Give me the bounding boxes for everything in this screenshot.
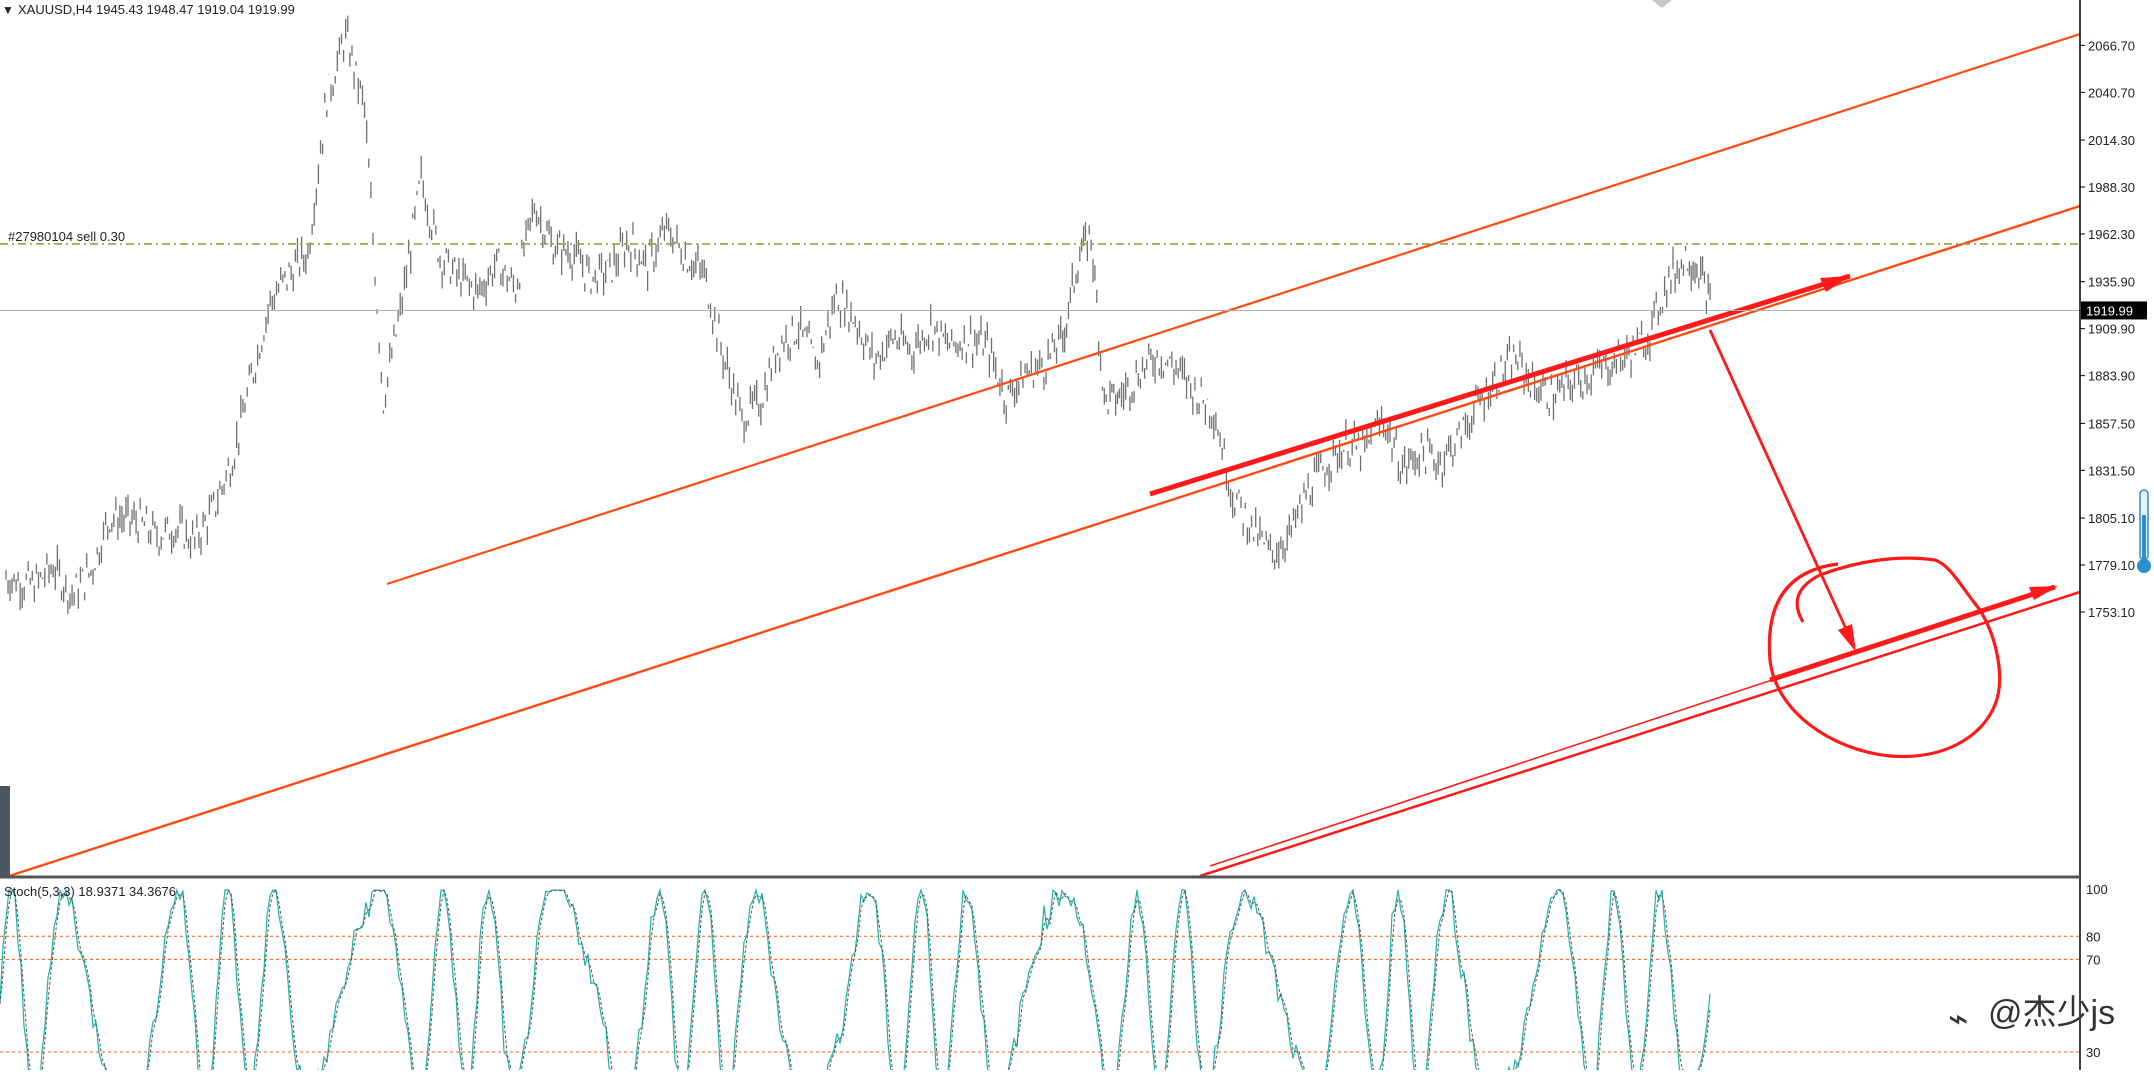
stochastic-label: Stoch(5,3,3) 18.9371 34.3676	[4, 884, 176, 899]
price-tick-label: 1857.50	[2088, 416, 2135, 431]
price-tick-label: 1805.10	[2088, 511, 2135, 526]
stoch-signal-line	[0, 888, 1711, 1075]
watermark-text: @杰少js	[1988, 994, 2115, 1032]
down-arrow-line[interactable]	[1708, 329, 1854, 643]
bold-resistance-arrow[interactable]	[1149, 273, 1851, 497]
price-tick-label: 1909.90	[2088, 322, 2135, 337]
bold-arrow-head	[1820, 276, 1850, 292]
current-price-tag	[2081, 301, 2147, 320]
left-edge-gadget[interactable]	[0, 786, 10, 876]
price-tick-label: 2014.30	[2088, 133, 2135, 148]
price-tick-label: 2066.70	[2088, 38, 2135, 53]
watermark: ⌁ @杰少js	[1948, 994, 2115, 1038]
price-tick-label: 1753.10	[2088, 605, 2135, 620]
stoch-level-70-label: 70	[2086, 952, 2100, 967]
order-label: #27980104 sell 0.30	[8, 229, 125, 244]
price-tick-label: 1935.90	[2088, 275, 2135, 290]
price-tick-label: 1779.10	[2088, 558, 2135, 573]
symbol-header: XAUUSD,H4 1945.43 1948.47 1919.04 1919.9…	[18, 2, 295, 17]
stoch-level-30-label: 30	[2086, 1045, 2100, 1060]
price-axis: 2066.70 2040.70 2014.30 1988.30 1962.30 1935.…	[2080, 38, 2135, 620]
thermometer-icon[interactable]	[2137, 489, 2151, 573]
price-tick-label: 1883.90	[2088, 369, 2135, 384]
price-tick-label: 1831.50	[2088, 463, 2135, 478]
down-arrow-head	[1838, 624, 1856, 652]
price-tick-label: 1962.30	[2088, 227, 2135, 242]
channel-upper-line[interactable]	[386, 32, 2081, 586]
trend-channel	[5, 32, 2081, 879]
stochastic-pane	[0, 887, 2080, 1075]
bold-support-arrow[interactable]	[1769, 584, 2056, 683]
support-arrow-head	[2029, 586, 2058, 600]
chart-collapse-icon[interactable]: ▼	[2, 3, 14, 17]
stoch-main-line	[0, 887, 1711, 1075]
price-series	[5, 15, 1711, 614]
price-tick-label: 1988.30	[2088, 180, 2135, 195]
channel-lower-line-1[interactable]	[1199, 590, 2081, 878]
price-tick-label: 2040.70	[2088, 85, 2135, 100]
annotations	[1149, 273, 2058, 759]
stoch-level-top-label: 100	[2086, 882, 2108, 897]
watermark-logo-icon: ⌁	[1948, 1000, 1968, 1038]
stoch-level-80-label: 80	[2086, 929, 2100, 944]
current-price-tag-text: 1919.99	[2086, 303, 2133, 318]
channel-middle-line[interactable]	[5, 204, 2081, 879]
scroll-marker-icon[interactable]	[1652, 0, 1672, 8]
target-circle[interactable]	[1767, 556, 2002, 759]
